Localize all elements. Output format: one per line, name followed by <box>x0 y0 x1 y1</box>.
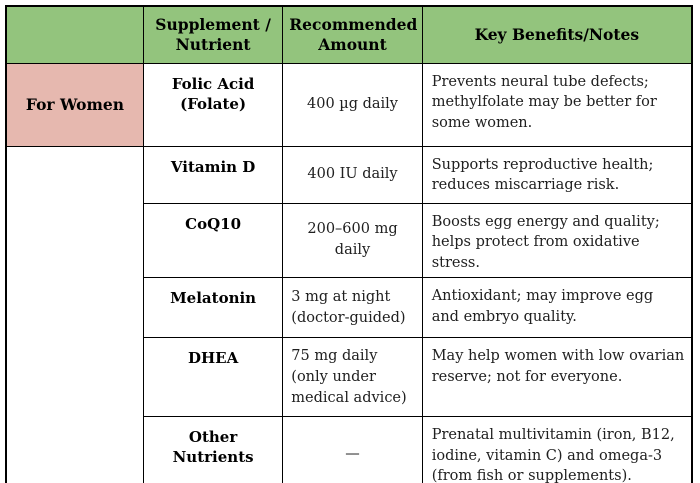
table-row: Melatonin 3 mg at night (doctor-guided) … <box>6 277 693 339</box>
supplement-name: Vitamin D <box>142 145 284 204</box>
recommended-amount: — <box>282 416 423 483</box>
recommended-amount: 3 mg at night (doctor-guided) <box>282 277 423 339</box>
header-benefits: Key Benefits/Notes <box>421 5 693 64</box>
row-group-empty-cell <box>5 145 144 483</box>
header-row: Supplement / Nutrient Recommended Amount… <box>5 5 693 64</box>
supplement-table: Supplement / Nutrient Recommended Amount… <box>5 5 693 483</box>
header-supplement: Supplement / Nutrient <box>142 5 284 64</box>
row-group-label: For Women <box>5 62 144 147</box>
supplement-name: DHEA <box>142 337 284 418</box>
recommended-amount: 200–600 mg daily <box>282 202 423 279</box>
recommended-amount: 75 mg daily (only under medical advice) <box>282 337 423 418</box>
benefits-notes: Prenatal multivitamin (iron, B12, iodine… <box>421 416 693 483</box>
table-row: Other Nutrients — Prenatal multivitamin … <box>6 416 693 483</box>
recommended-amount: 400 IU daily <box>282 145 423 204</box>
benefits-notes: Boosts egg energy and quality; helps pro… <box>421 202 693 279</box>
supplement-name: CoQ10 <box>142 202 284 279</box>
recommended-amount: 400 µg daily <box>282 62 423 147</box>
benefits-notes: Supports reproductive health; reduces mi… <box>421 145 693 204</box>
supplement-name: Folic Acid (Folate) <box>142 62 284 147</box>
supplement-name: Melatonin <box>142 277 284 339</box>
benefits-notes: Antioxidant; may improve egg and embryo … <box>421 277 693 339</box>
benefits-notes: Prevents neural tube defects; methylfola… <box>421 62 693 147</box>
header-amount: Recommended Amount <box>282 5 423 64</box>
table-row: Vitamin D 400 IU daily Supports reproduc… <box>5 145 693 483</box>
table-row: For Women Folic Acid (Folate) 400 µg dai… <box>5 62 693 147</box>
supplement-name: Other Nutrients <box>142 416 284 483</box>
benefits-notes: May help women with low ovarian reserve;… <box>421 337 693 418</box>
table-row: DHEA 75 mg daily (only under medical adv… <box>6 337 693 418</box>
header-corner-cell <box>5 5 144 64</box>
table-row: CoQ10 200–600 mg daily Boosts egg energy… <box>6 202 693 279</box>
